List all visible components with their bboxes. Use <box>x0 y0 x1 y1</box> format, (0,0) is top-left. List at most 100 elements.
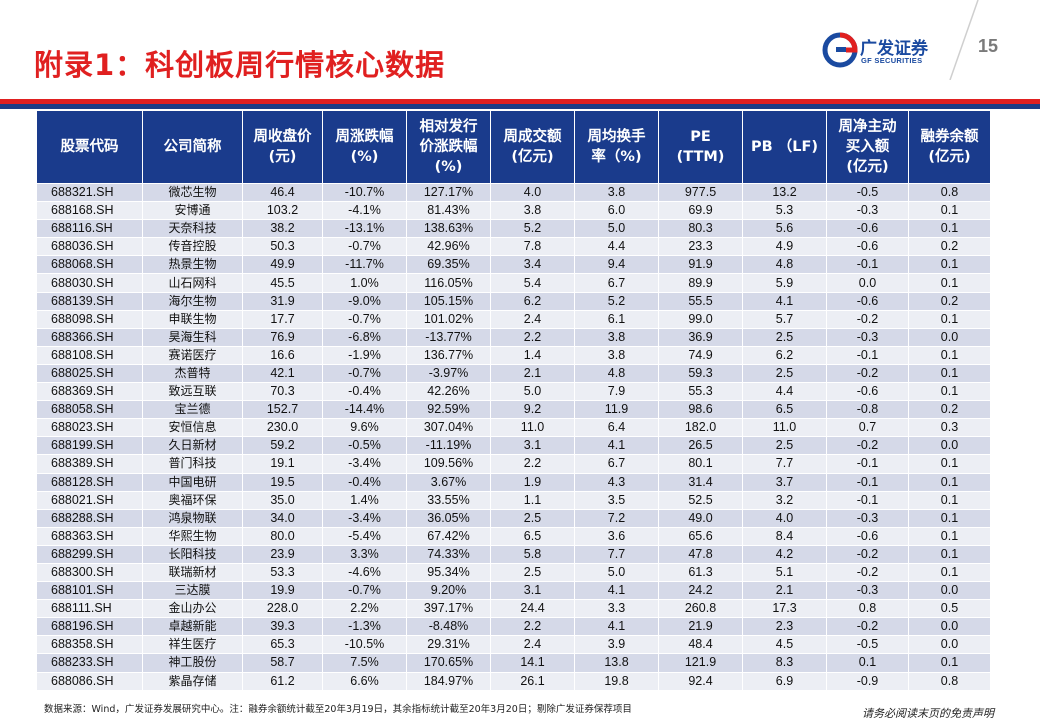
table-cell: 0.0 <box>908 617 991 637</box>
company-name-cell: 祥生医疗 <box>142 635 243 655</box>
table-row: 688058.SH 宝兰德 152.7 -14.4% 92.59% 9.2 11.9 98.6… <box>36 400 991 420</box>
stock-code-cell: 688233.SH <box>36 653 143 673</box>
table-cell: -11.7% <box>322 255 407 275</box>
table-cell: 21.9 <box>658 617 743 637</box>
table-cell: 55.5 <box>658 291 743 311</box>
table-cell: 59.3 <box>658 363 743 384</box>
table-cell: 152.7 <box>242 400 323 420</box>
table-cell: 3.8 <box>490 201 575 221</box>
table-cell: -6.8% <box>322 327 407 347</box>
table-cell: 70.3 <box>242 382 323 402</box>
table-cell: 0.1 <box>908 526 991 546</box>
table-row: 688299.SH 长阳科技 23.9 3.3% 74.33% 5.8 7.7 47.8 4.2… <box>36 544 991 564</box>
table-row: 688086.SH 紫晶存储 61.2 6.6% 184.97% 26.1 19.8 92.4… <box>36 671 991 691</box>
table-cell: 5.0 <box>574 219 659 239</box>
table-cell: -10.7% <box>322 182 407 203</box>
table-cell: 8.4 <box>742 526 827 546</box>
table-cell: 0.0 <box>908 581 991 601</box>
table-cell: 38.2 <box>242 219 323 239</box>
table-cell: -0.3 <box>826 508 909 528</box>
table-cell: 3.8 <box>574 182 659 203</box>
column-header: 股票代码 <box>36 110 143 184</box>
table-cell: 3.4 <box>490 255 575 275</box>
table-cell: -0.8 <box>826 400 909 420</box>
table-cell: 65.3 <box>242 635 323 655</box>
table-cell: 17.3 <box>742 599 827 619</box>
table-cell: -14.4% <box>322 400 407 420</box>
table-cell: 35.0 <box>242 490 323 510</box>
table-cell: 2.5 <box>490 508 575 528</box>
stock-code-cell: 688086.SH <box>36 671 143 691</box>
table-cell: 14.1 <box>490 653 575 673</box>
table-cell: 4.5 <box>742 635 827 655</box>
company-name-cell: 微芯生物 <box>142 182 243 203</box>
table-cell: 69.35% <box>406 255 491 275</box>
table-cell: 92.4 <box>658 671 743 691</box>
table-cell: 3.5 <box>574 490 659 510</box>
stock-code-cell: 688098.SH <box>36 309 143 329</box>
table-cell: 23.9 <box>242 544 323 564</box>
table-row: 688111.SH 金山办公 228.0 2.2% 397.17% 24.4 3.3 260.… <box>36 599 991 619</box>
table-cell: 69.9 <box>658 201 743 221</box>
stock-code-cell: 688128.SH <box>36 472 143 492</box>
table-cell: 81.43% <box>406 201 491 221</box>
table-cell: 24.2 <box>658 581 743 601</box>
company-name-cell: 申联生物 <box>142 309 243 329</box>
table-cell: 17.7 <box>242 309 323 329</box>
table-cell: 6.7 <box>574 273 659 293</box>
table-cell: 39.3 <box>242 617 323 637</box>
company-name-cell: 紫晶存储 <box>142 671 243 691</box>
table-cell: -0.6 <box>826 526 909 546</box>
table-cell: 4.9 <box>742 237 827 257</box>
table-cell: -4.1% <box>322 201 407 221</box>
table-cell: 5.8 <box>490 544 575 564</box>
table-row: 688199.SH 久日新材 59.2 -0.5% -11.19% 3.1 4.1 26.5 2… <box>36 436 991 456</box>
table-cell: 2.5 <box>742 327 827 347</box>
table-cell: 2.1 <box>742 581 827 601</box>
table-cell: 6.0 <box>574 201 659 221</box>
table-cell: 61.2 <box>242 671 323 691</box>
table-cell: 9.20% <box>406 581 491 601</box>
table-cell: 0.1 <box>908 472 991 492</box>
table-cell: 48.4 <box>658 635 743 655</box>
column-header: 周成交额 (亿元) <box>490 110 575 184</box>
table-cell: 19.5 <box>242 472 323 492</box>
company-name-cell: 中国电研 <box>142 472 243 492</box>
table-cell: 5.6 <box>742 219 827 239</box>
column-header: 相对发行 价涨跌幅 (%) <box>406 110 491 184</box>
stock-code-cell: 688369.SH <box>36 382 143 402</box>
table-cell: 2.4 <box>490 635 575 655</box>
table-cell: -0.7% <box>322 309 407 329</box>
data-source-note: 数据来源：Wind，广发证券发展研究中心。注：融券余额统计截至20年3月19日，… <box>44 704 632 715</box>
table-cell: 0.1 <box>908 562 991 583</box>
table-cell: 29.31% <box>406 635 491 655</box>
table-cell: 2.2 <box>490 327 575 347</box>
disclaimer-note: 请务必阅读末页的免责声明 <box>862 707 994 720</box>
table-cell: 4.1 <box>742 291 827 311</box>
column-header: PB （LF) <box>742 110 827 184</box>
table-cell: 47.8 <box>658 544 743 564</box>
table-cell: 0.2 <box>908 400 991 420</box>
company-name-cell: 金山办公 <box>142 599 243 619</box>
table-cell: 5.7 <box>742 309 827 329</box>
table-cell: 74.33% <box>406 544 491 564</box>
table-cell: 49.0 <box>658 508 743 528</box>
gf-securities-logo: 广发证券 GF SECURITIES <box>822 32 942 72</box>
table-row: 688366.SH 昊海生科 76.9 -6.8% -13.77% 2.2 3.8 36.9 2… <box>36 327 991 347</box>
stock-code-cell: 688168.SH <box>36 201 143 221</box>
table-row: 688128.SH 中国电研 19.5 -0.4% 3.67% 1.9 4.3 31.4 3.7… <box>36 472 991 492</box>
table-cell: 0.3 <box>908 418 991 438</box>
table-cell: -0.7% <box>322 581 407 601</box>
table-cell: 80.3 <box>658 219 743 239</box>
table-row: 688098.SH 申联生物 17.7 -0.7% 101.02% 2.4 6.1 99.0 5… <box>36 309 991 329</box>
stock-code-cell: 688021.SH <box>36 490 143 510</box>
column-header: 周涨跌幅 (%) <box>322 110 407 184</box>
table-cell: 4.2 <box>742 544 827 564</box>
table-row: 688168.SH 安博通 103.2 -4.1% 81.43% 3.8 6.0 69.9 5.… <box>36 201 991 221</box>
table-cell: 98.6 <box>658 400 743 420</box>
table-cell: 6.9 <box>742 671 827 691</box>
table-cell: 9.6% <box>322 418 407 438</box>
table-cell: 24.4 <box>490 599 575 619</box>
table-cell: -8.48% <box>406 617 491 637</box>
company-name-cell: 普门科技 <box>142 454 243 474</box>
